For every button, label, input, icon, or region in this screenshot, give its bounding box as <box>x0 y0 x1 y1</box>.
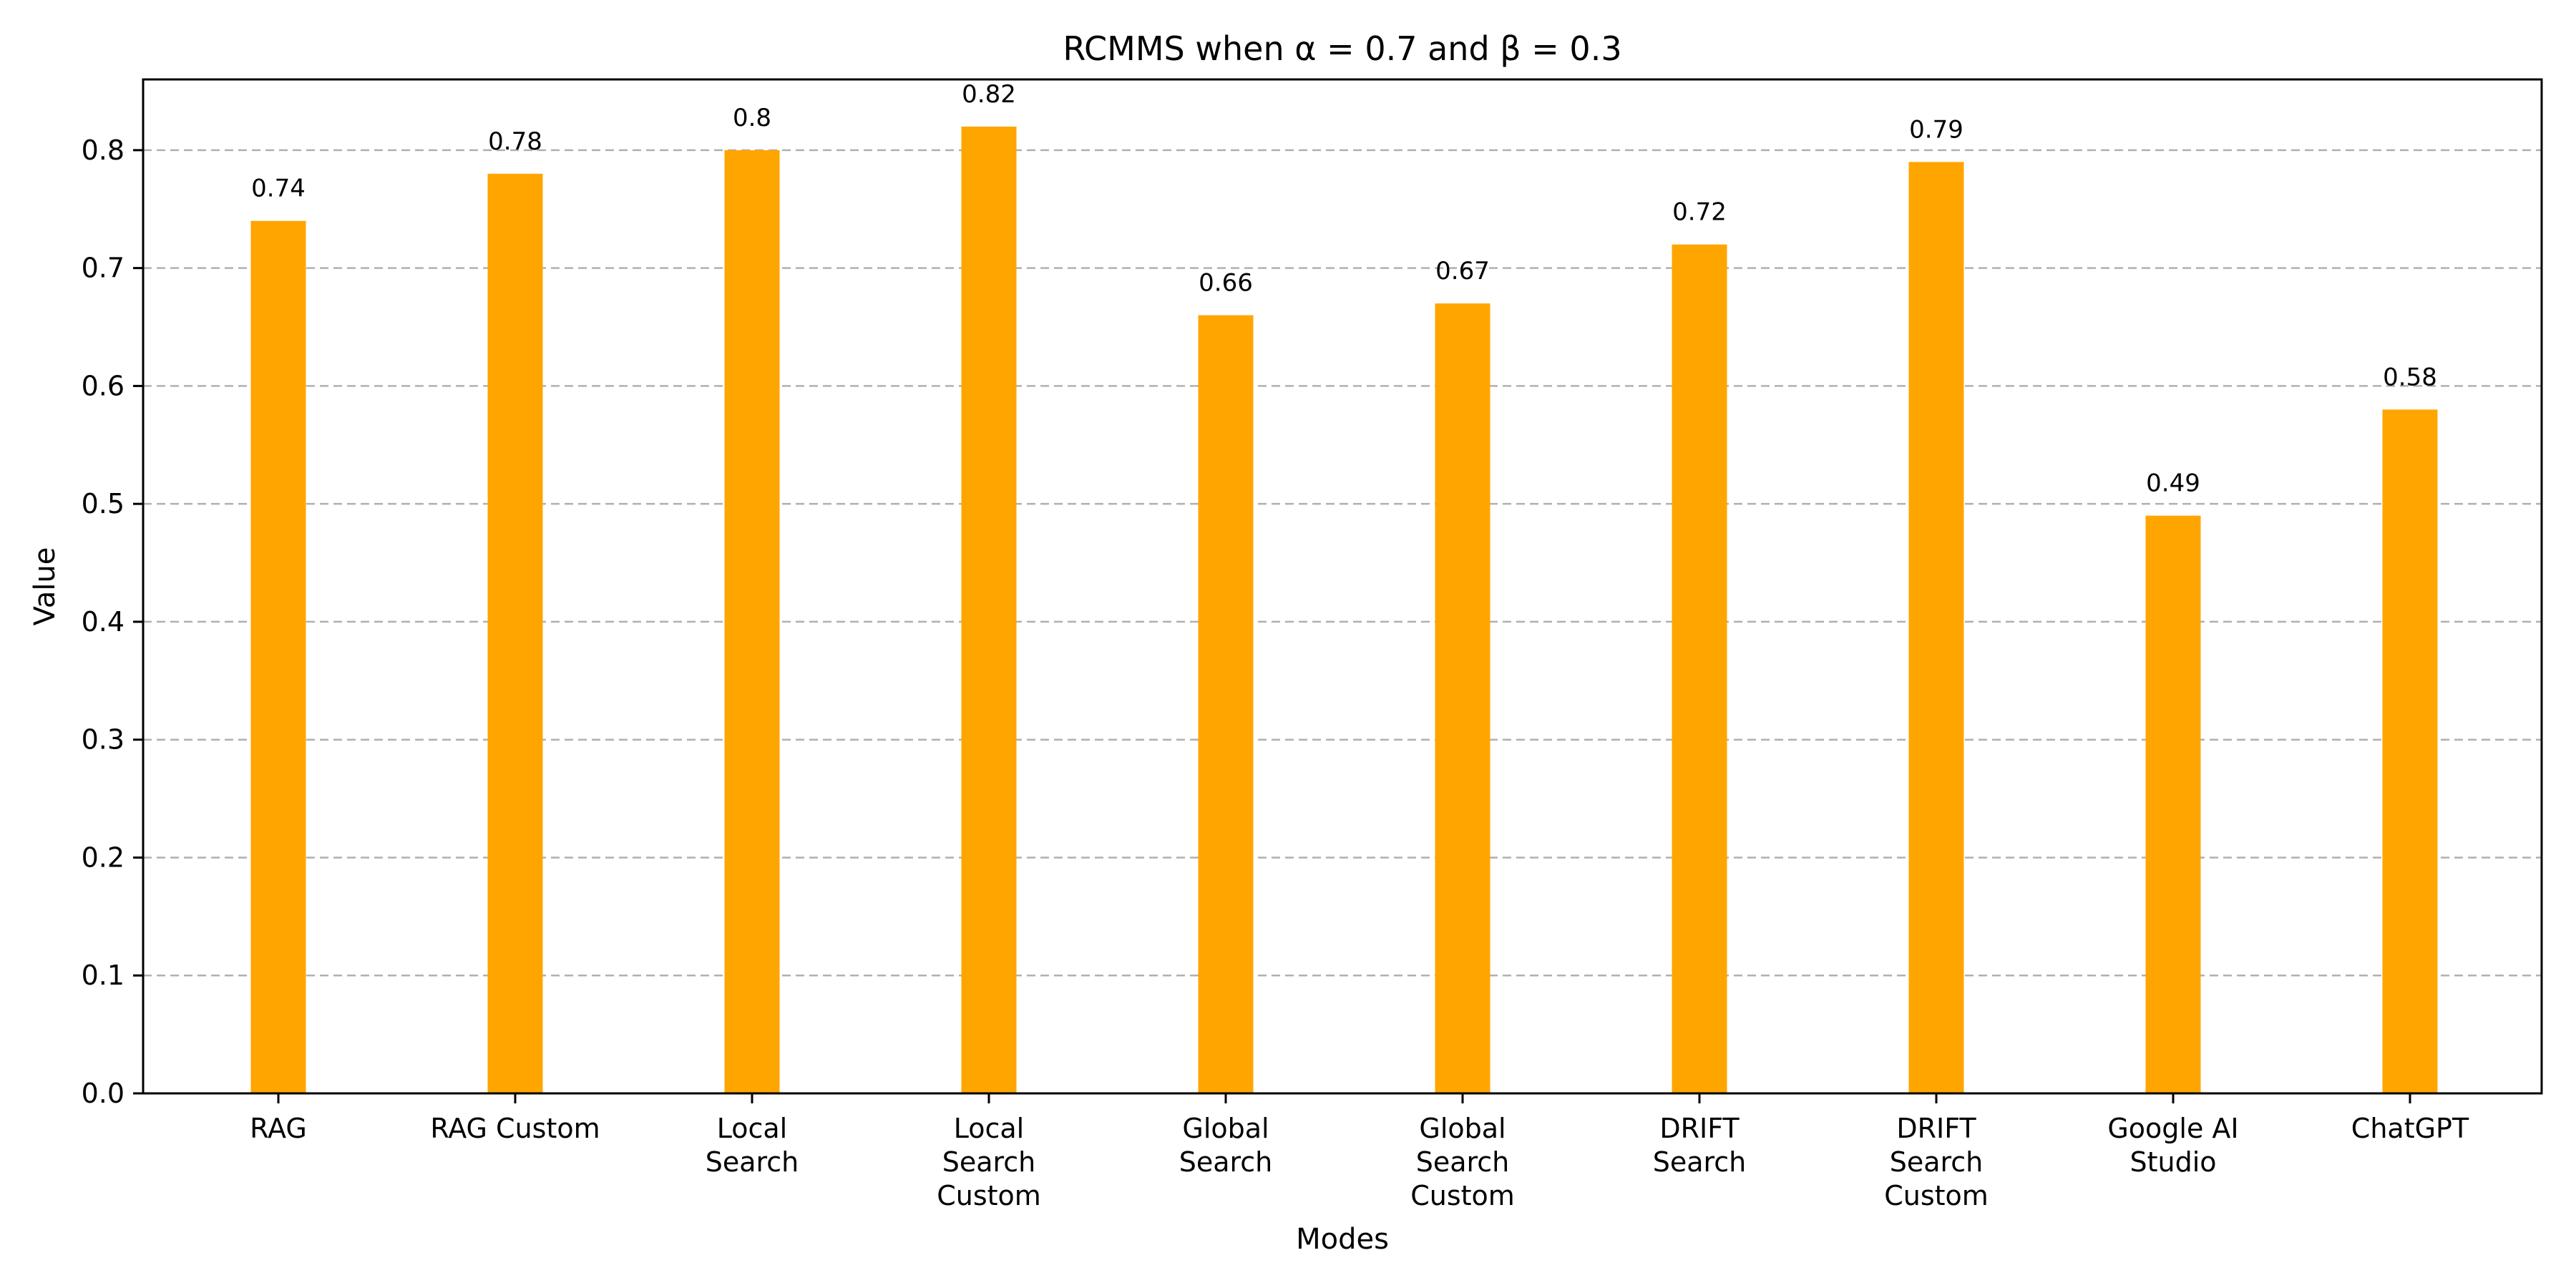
chart-title: RCMMS when α = 0.7 and β = 0.3 <box>1063 29 1621 68</box>
bar <box>2145 515 2201 1093</box>
bar-value-label: 0.78 <box>488 127 542 156</box>
y-tick-label: 0.6 <box>82 370 125 401</box>
y-tick-label: 0.4 <box>82 606 125 638</box>
bar <box>961 126 1017 1093</box>
x-tick-label: DRIFT Search <box>1653 1113 1747 1178</box>
y-tick-label: 0.8 <box>82 135 125 166</box>
bar <box>2382 409 2438 1093</box>
bar <box>1908 162 1964 1094</box>
y-tick-label: 0.2 <box>82 841 125 873</box>
bar-value-label: 0.67 <box>1435 257 1490 286</box>
x-tick-label: Google AI Studio <box>2107 1113 2238 1178</box>
x-tick-label: DRIFT Search Custom <box>1884 1113 1989 1211</box>
bar-value-label: 0.58 <box>2383 363 2437 391</box>
x-tick-label: Global Search Custom <box>1410 1113 1515 1211</box>
bar-value-label: 0.82 <box>962 80 1016 109</box>
y-axis-ticks: 0.0 0.1 0.2 0.3 0.4 0.5 0.6 0.7 0.8 <box>82 135 143 1109</box>
plot-area-frame <box>142 78 2543 1095</box>
bar <box>1672 244 1727 1093</box>
bar-value-label: 0.49 <box>2146 469 2200 498</box>
bar-value-label: 0.74 <box>251 175 306 203</box>
bar-value-label: 0.8 <box>733 104 771 132</box>
bar-value-labels: 0.74 0.78 0.8 0.82 0.66 0.67 0.72 0.79 0.49 0.58 <box>251 80 2437 498</box>
x-tick-label: Local Search <box>706 1113 799 1178</box>
x-axis-ticks: RAG RAG Custom Local Search Local Search Custo… <box>250 1093 2469 1211</box>
y-tick-label: 0.0 <box>82 1078 125 1109</box>
bar-value-label: 0.66 <box>1199 269 1253 298</box>
y-gridlines <box>143 149 2542 977</box>
y-tick-label: 0.7 <box>82 253 125 284</box>
y-tick-label: 0.5 <box>82 488 125 519</box>
bar <box>1435 303 1491 1094</box>
y-axis-label: Value <box>29 547 62 626</box>
bar <box>487 173 543 1093</box>
y-tick-label: 0.1 <box>82 960 125 991</box>
y-tick-label: 0.3 <box>82 724 125 756</box>
x-tick-label: Global Search <box>1179 1113 1273 1178</box>
bars <box>250 126 2438 1094</box>
x-tick-label: ChatGPT <box>2351 1113 2469 1144</box>
bar <box>250 220 306 1093</box>
bar-value-label: 0.79 <box>1909 115 1963 144</box>
x-tick-label: RAG Custom <box>430 1113 600 1144</box>
x-tick-label: Local Search Custom <box>937 1113 1041 1211</box>
x-tick-label: RAG <box>250 1113 307 1144</box>
bar <box>1198 315 1254 1093</box>
bar <box>724 150 780 1093</box>
bar-value-label: 0.72 <box>1672 198 1727 227</box>
x-axis-label: Modes <box>1296 1223 1389 1256</box>
